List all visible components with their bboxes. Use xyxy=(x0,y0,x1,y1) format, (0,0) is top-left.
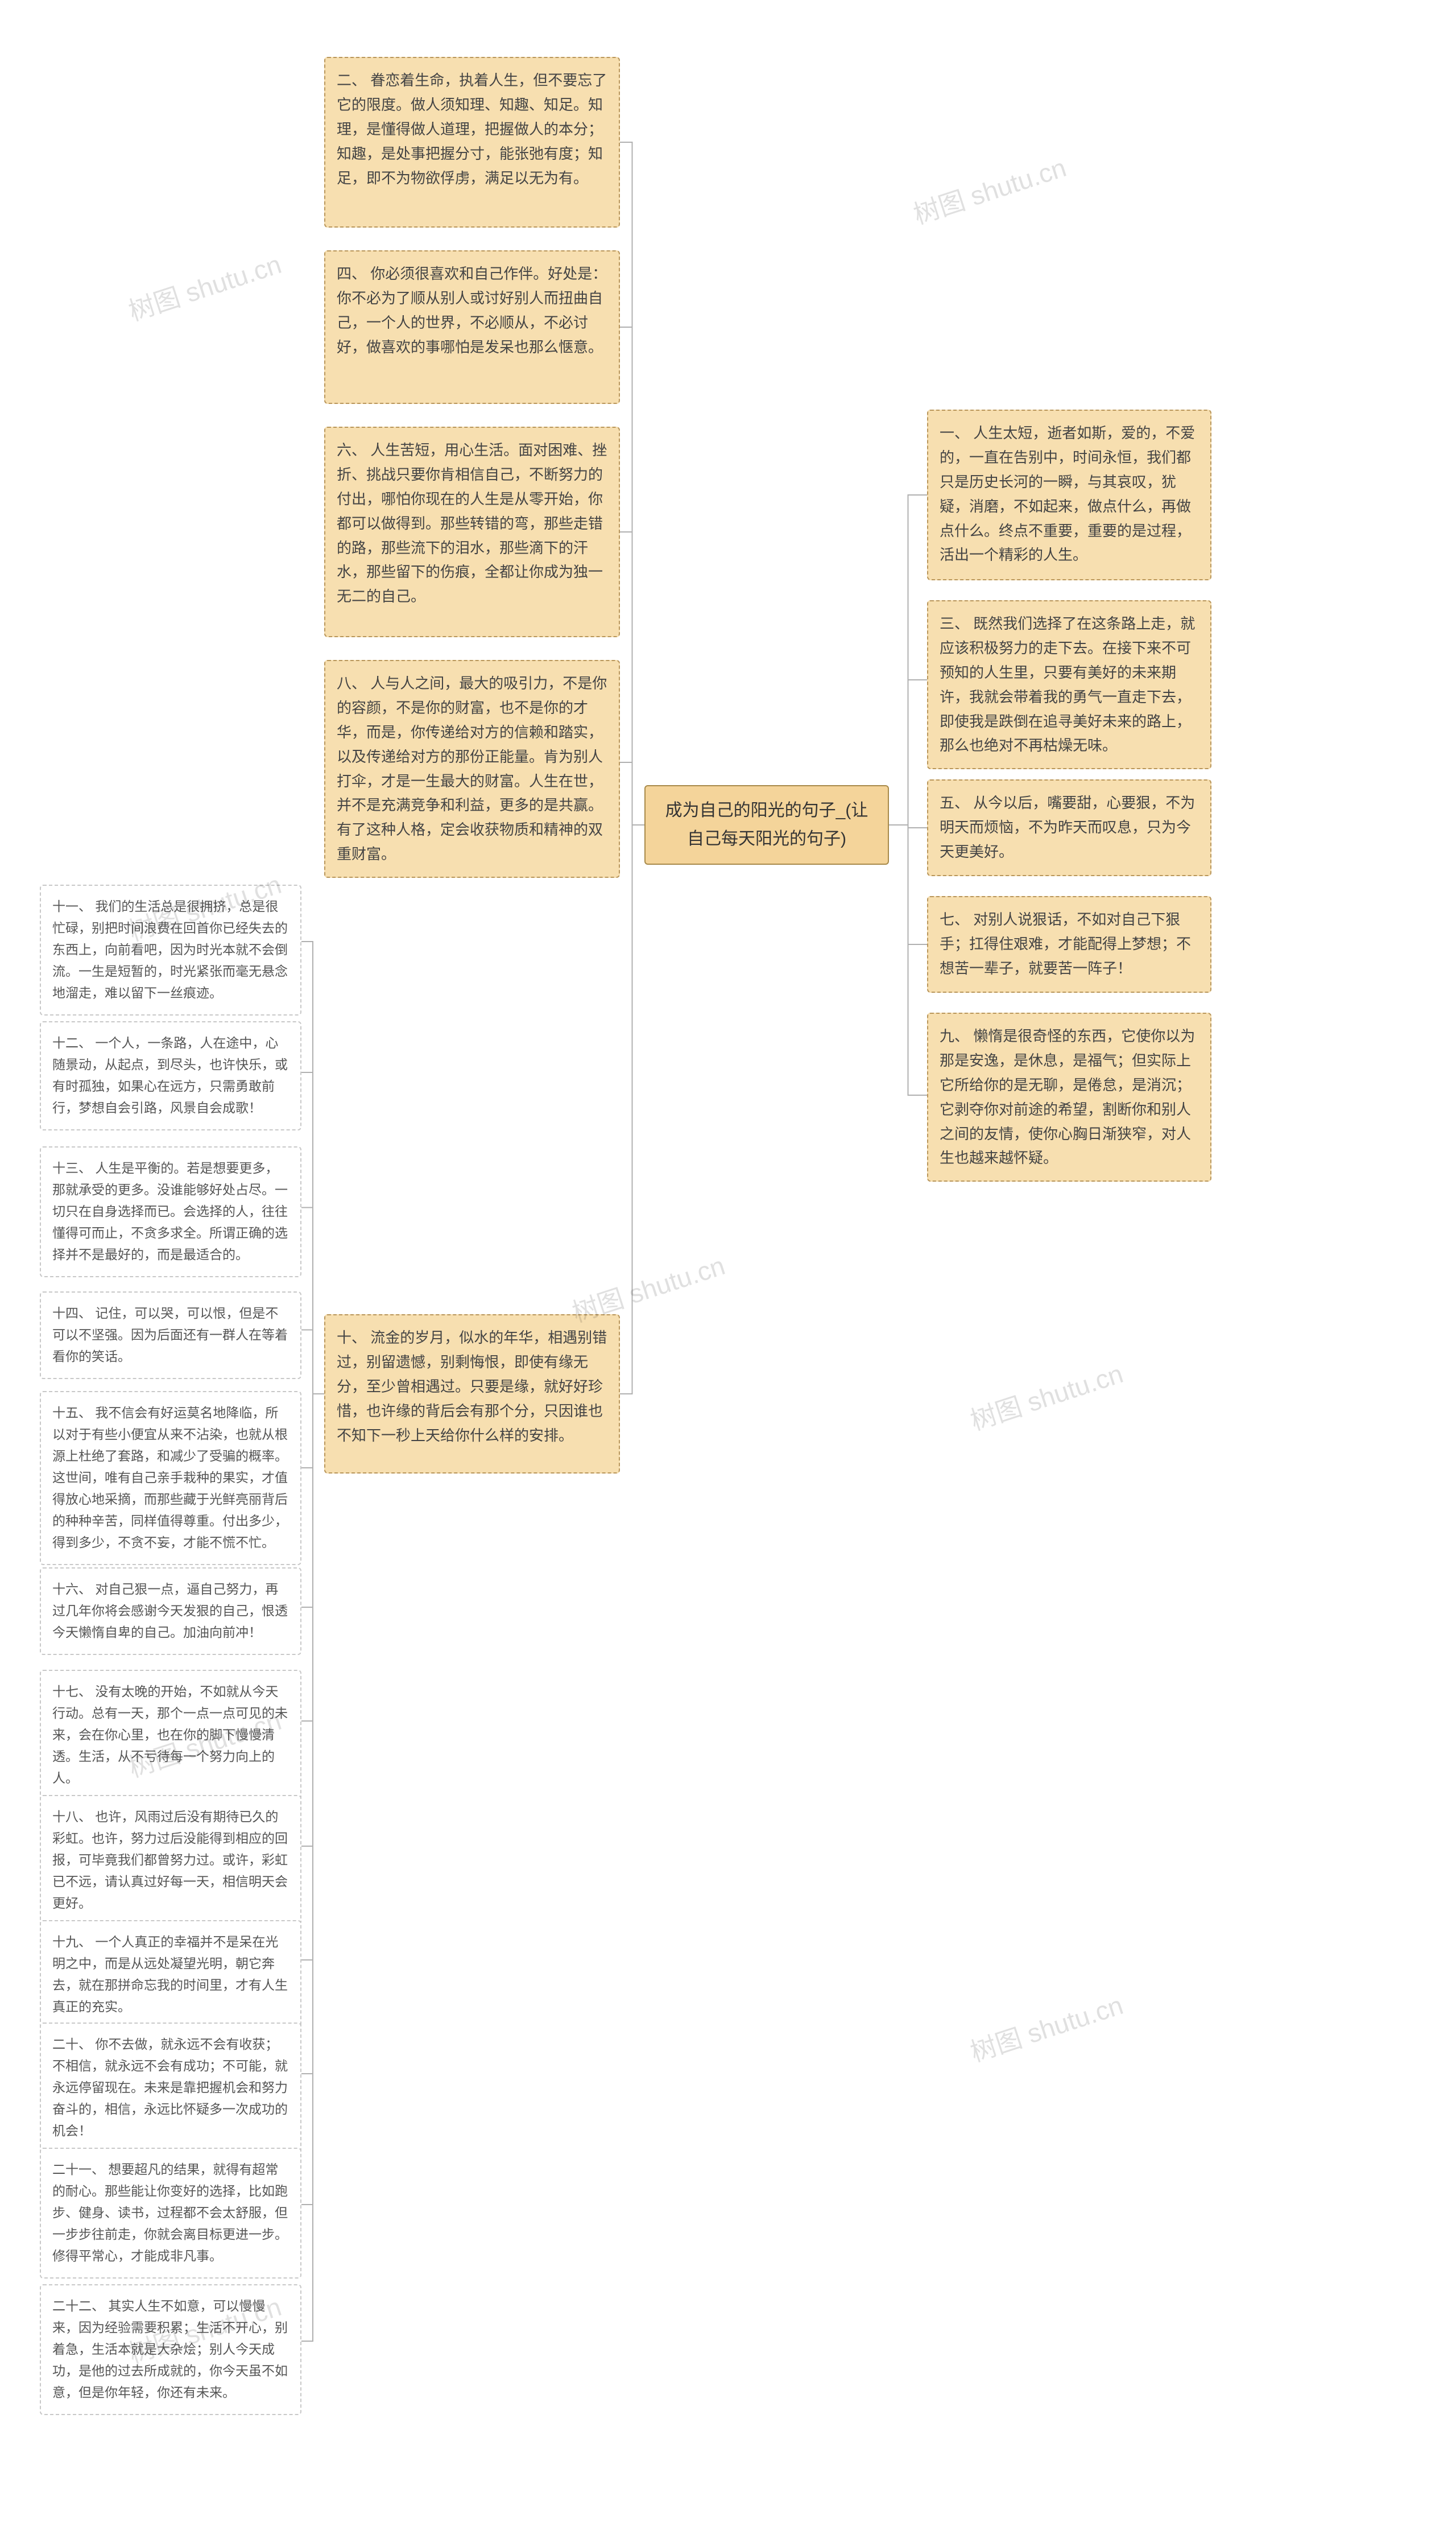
connector xyxy=(620,327,644,825)
connector xyxy=(889,495,927,825)
right-highlight-node: 一、 人生太短，逝者如斯，爱的，不爱的，一直在告别中，时间永恒，我们都只是历史长… xyxy=(927,410,1211,580)
connector xyxy=(889,825,927,1095)
left-plain-node: 二十、 你不去做，就永远不会有收获；不相信，就永远不会有成功；不可能，就永远停留… xyxy=(40,2023,301,2153)
right-highlight-node: 五、 从今以后，嘴要甜，心要狠，不为明天而烦恼，不为昨天而叹息，只为今天更美好。 xyxy=(927,779,1211,876)
watermark: 树图 shutu.cn xyxy=(965,1985,1127,2070)
connector xyxy=(301,1394,324,1607)
left-plain-node: 二十一、 想要超凡的结果，就得有超常的耐心。那些能让你变好的选择，比如跑步、健身… xyxy=(40,2148,301,2279)
connector xyxy=(301,1394,324,2341)
right-highlight-node: 七、 对别人说狠话，不如对自己下狠手；扛得住艰难，才能配得上梦想；不想苦一辈子，… xyxy=(927,896,1211,993)
connector xyxy=(301,1330,324,1394)
connector xyxy=(301,1394,324,2074)
watermark: 树图 shutu.cn xyxy=(908,147,1070,232)
right-highlight-node: 九、 懒惰是很奇怪的东西，它使你以为那是安逸，是休息，是福气；但实际上它所给你的… xyxy=(927,1013,1211,1182)
connector xyxy=(301,1394,324,1960)
connector xyxy=(620,532,644,825)
connector xyxy=(301,1394,324,1468)
connector xyxy=(620,762,644,825)
left-plain-node: 十四、 记住，可以哭，可以恨，但是不可以不坚强。因为后面还有一群人在等着看你的笑… xyxy=(40,1291,301,1379)
left-plain-node: 十五、 我不信会有好运莫名地降临，所以对于有些小便宜从来不沾染，也就从根源上杜绝… xyxy=(40,1391,301,1565)
connector xyxy=(301,1072,324,1394)
center-node: 成为自己的阳光的句子_(让自己每天阳光的句子) xyxy=(644,785,889,865)
left-highlight-node: 八、 人与人之间，最大的吸引力，不是你的容颜，不是你的财富，也不是你的才华，而是… xyxy=(324,660,620,878)
watermark: 树图 shutu.cn xyxy=(567,1245,729,1330)
connector xyxy=(301,1208,324,1394)
watermark: 树图 shutu.cn xyxy=(965,1353,1127,1438)
connector xyxy=(301,1394,324,1846)
left-highlight-node: 四、 你必须很喜欢和自己作伴。好处是：你不必为了顺从别人或讨好别人而扭曲自己，一… xyxy=(324,250,620,404)
connector xyxy=(620,142,644,825)
left-highlight-node: 二、 眷恋着生命，执着人生，但不要忘了它的限度。做人须知理、知趣、知足。知理，是… xyxy=(324,57,620,228)
connector xyxy=(301,1394,324,2205)
connector xyxy=(889,825,927,944)
right-highlight-node: 三、 既然我们选择了在这条路上走，就应该积极努力的走下去。在接下来不可预知的人生… xyxy=(927,600,1211,769)
left-plain-node: 十二、 一个人，一条路，人在途中，心随景动，从起点，到尽头，也许快乐，或有时孤独… xyxy=(40,1021,301,1130)
connector xyxy=(889,680,927,825)
connector xyxy=(889,825,927,828)
left-plain-node: 十三、 人生是平衡的。若是想要更多，那就承受的更多。没谁能够好处占尽。一切只在自… xyxy=(40,1146,301,1277)
watermark: 树图 shutu.cn xyxy=(123,244,286,329)
left-highlight-node: 十、 流金的岁月，似水的年华，相遇别错过，别留遗憾，别剩悔恨，即使有缘无分，至少… xyxy=(324,1314,620,1474)
connector xyxy=(301,1394,324,1721)
mindmap-canvas: 成为自己的阳光的句子_(让自己每天阳光的句子) 二、 眷恋着生命，执着人生，但不要… xyxy=(0,0,1456,2530)
connector xyxy=(301,942,324,1394)
left-highlight-node: 六、 人生苦短，用心生活。面对困难、挫折、挑战只要你肯相信自己，不断努力的付出，… xyxy=(324,427,620,637)
left-plain-node: 十九、 一个人真正的幸福并不是呆在光明之中，而是从远处凝望光明，朝它奔去，就在那… xyxy=(40,1920,301,2029)
left-plain-node: 十八、 也许，风雨过后没有期待已久的彩虹。也许，努力过后没能得到相应的回报，可毕… xyxy=(40,1795,301,1926)
left-plain-node: 十六、 对自己狠一点，逼自己努力，再过几年你将会感谢今天发狠的自己，恨透今天懒惰… xyxy=(40,1567,301,1655)
